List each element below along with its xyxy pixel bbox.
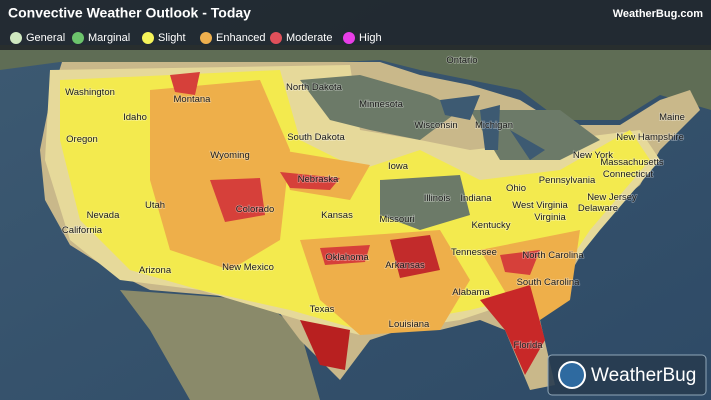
legend-label: Moderate xyxy=(286,32,332,44)
state-labels: Ontario Washington Montana North Dakota Minn… xyxy=(61,54,686,352)
legend-label: Marginal xyxy=(88,32,130,44)
moderate-risk xyxy=(390,235,440,278)
state-label: South Dakota xyxy=(287,132,345,143)
state-label: Oregon xyxy=(66,134,98,145)
state-label: Nebraska xyxy=(298,174,339,185)
state-label: Washington xyxy=(65,87,115,98)
state-label: Indiana xyxy=(460,193,492,204)
state-label: Delaware xyxy=(578,203,618,214)
marginal-patch xyxy=(470,110,600,160)
state-label: Maine xyxy=(659,112,685,123)
state-label: New Jersey xyxy=(587,192,637,203)
state-label: Oklahoma xyxy=(325,252,369,263)
state-label: Connecticut xyxy=(603,169,654,180)
state-label: Florida xyxy=(513,340,543,351)
moderate-risk xyxy=(320,245,370,265)
lake xyxy=(480,105,500,150)
state-label: California xyxy=(62,225,103,236)
state-label: North Carolina xyxy=(522,250,584,261)
state-label: Tennessee xyxy=(451,247,497,258)
title: Convective Weather Outlook - Today xyxy=(8,5,251,21)
lake xyxy=(440,95,480,120)
legend-swatch xyxy=(10,32,22,44)
state-label: New Mexico xyxy=(222,262,274,273)
state-label: Kentucky xyxy=(471,220,510,231)
legend-swatch xyxy=(72,32,84,44)
state-label: Nevada xyxy=(87,210,120,221)
state-label: Arizona xyxy=(139,265,172,276)
state-label: Louisiana xyxy=(389,319,430,330)
state-label: New York xyxy=(573,150,613,161)
state-label: North Dakota xyxy=(286,82,343,93)
legend-swatch xyxy=(343,32,355,44)
state-label: Arkansas xyxy=(385,260,425,271)
state-label: Idaho xyxy=(123,112,147,123)
legend-label: High xyxy=(359,32,382,44)
header-bar xyxy=(0,0,711,50)
state-label: Wyoming xyxy=(210,150,250,161)
legend-label: Slight xyxy=(158,32,186,44)
moderate-risk xyxy=(280,172,340,190)
state-label: South Carolina xyxy=(517,277,581,288)
state-label: New Hampshire xyxy=(616,132,684,143)
state-label: Michigan xyxy=(475,120,513,131)
state-label: West Virginia xyxy=(512,200,568,211)
moderate-risk xyxy=(500,250,540,275)
state-label: Ohio xyxy=(506,183,526,194)
state-label: Iowa xyxy=(388,161,409,172)
legend-label: Enhanced xyxy=(216,32,266,44)
marginal-patch xyxy=(300,75,460,140)
legend-label: General xyxy=(26,32,65,44)
moderate-risk xyxy=(210,178,265,222)
state-label: Utah xyxy=(145,200,165,211)
marginal-patch xyxy=(380,175,470,230)
state-label: Massachusetts xyxy=(600,157,664,168)
mexico xyxy=(120,290,320,400)
state-label: Montana xyxy=(174,94,212,105)
moderate-risk xyxy=(480,285,545,375)
state-label: Illinois xyxy=(424,193,451,204)
moderate-risk xyxy=(300,320,350,370)
legend-swatch xyxy=(200,32,212,44)
state-label: Texas xyxy=(310,304,335,315)
state-label: Alabama xyxy=(452,287,490,298)
enhanced-risk xyxy=(150,80,290,270)
legend-swatch xyxy=(142,32,154,44)
state-label: Colorado xyxy=(236,204,275,215)
moderate-risk xyxy=(170,72,200,95)
state-label: Minnesota xyxy=(359,99,404,110)
state-label: Virginia xyxy=(534,212,566,223)
logo-text: WeatherBug xyxy=(591,365,696,386)
state-label: Kansas xyxy=(321,210,353,221)
legend-swatch xyxy=(270,32,282,44)
canada xyxy=(0,45,711,120)
lake xyxy=(510,130,545,160)
state-label: Wisconsin xyxy=(414,120,457,131)
state-label: Ontario xyxy=(446,55,477,66)
legend: General Marginal Slight Enhanced Moderate Hig… xyxy=(10,32,382,44)
state-label: Pennsylvania xyxy=(539,175,596,186)
logo-box xyxy=(547,354,707,396)
state-label: Missouri xyxy=(379,214,414,225)
logo-icon xyxy=(558,361,586,389)
brand: WeatherBug.com xyxy=(613,8,703,20)
